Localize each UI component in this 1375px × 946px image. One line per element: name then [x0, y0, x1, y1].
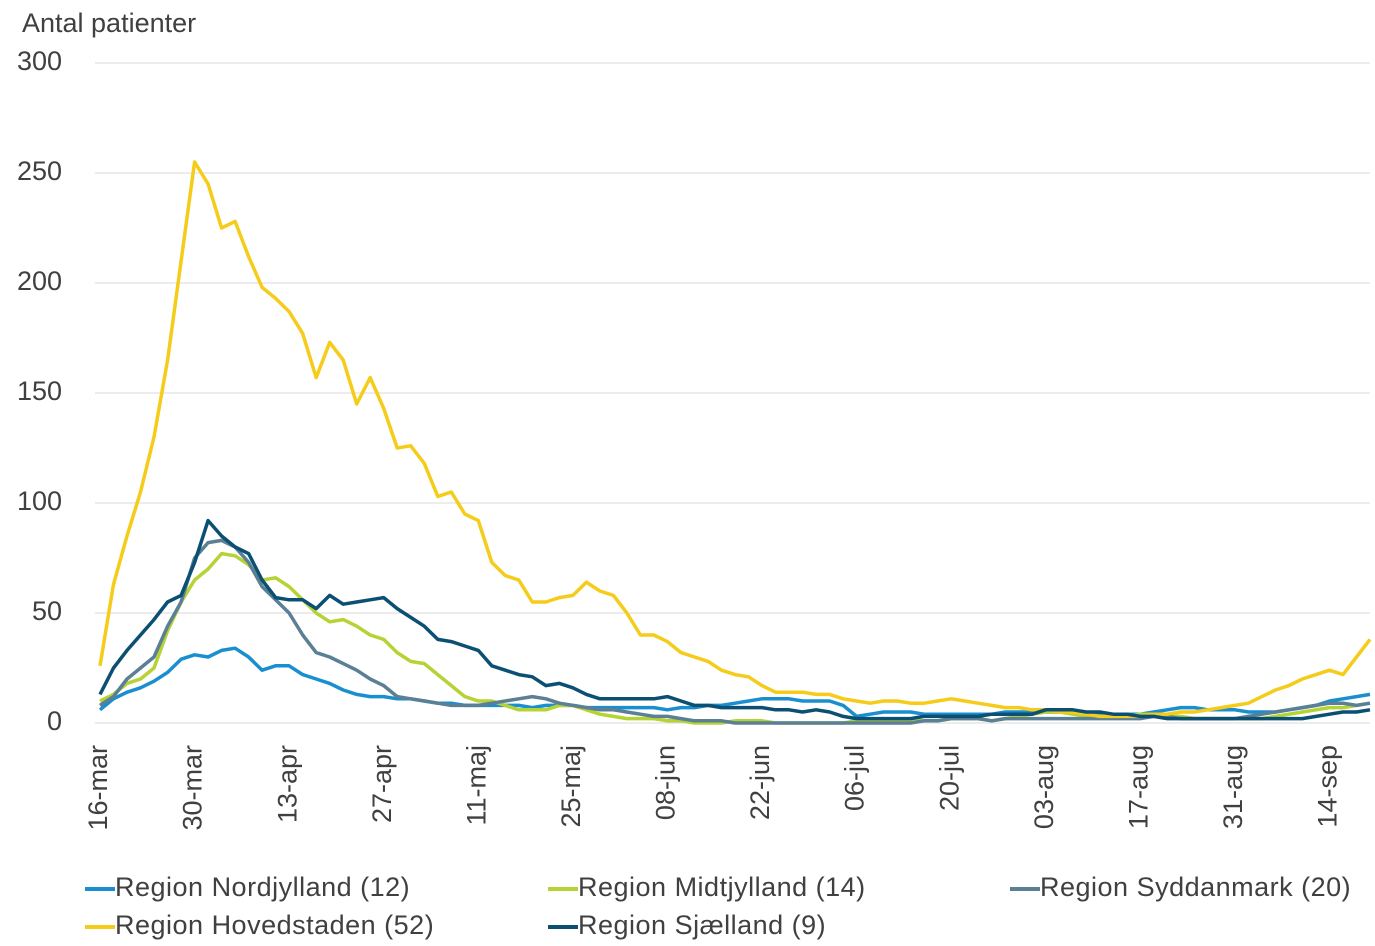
x-tick-label: 20-jul: [934, 745, 964, 811]
series-line: [99, 538, 1371, 725]
legend-label: Region Hovedstaden (52): [115, 910, 434, 940]
series-line: [98, 646, 1371, 719]
x-tick-label: 03-aug: [1029, 745, 1059, 829]
x-tick-label: 08-jun: [651, 745, 681, 820]
legend-label: Region Nordjylland (12): [115, 872, 410, 902]
legend-label: Region Midtjylland (14): [578, 872, 866, 902]
y-tick-label: 150: [17, 376, 62, 406]
series-line: [98, 160, 1372, 719]
y-tick-label: 250: [17, 156, 62, 186]
x-tick-label: 25-maj: [556, 745, 586, 828]
legend-label: Region Sjælland (9): [578, 910, 826, 940]
y-axis-title: Antal patienter: [22, 8, 196, 38]
x-tick-label: 31-aug: [1218, 745, 1248, 829]
y-tick-label: 200: [17, 266, 62, 296]
x-tick-label: 13-apr: [272, 745, 302, 823]
x-tick-label: 30-mar: [178, 745, 208, 831]
series-line: [98, 518, 1371, 721]
x-tick-label: 27-apr: [367, 745, 397, 823]
x-tick-label: 16-mar: [83, 745, 113, 831]
y-tick-label: 50: [32, 596, 62, 626]
y-tick-label: 0: [47, 706, 62, 736]
legend-label: Region Syddanmark (20): [1040, 872, 1351, 902]
x-tick-label: 06-jul: [840, 745, 870, 811]
y-tick-label: 300: [17, 46, 62, 76]
x-tick-label: 11-maj: [461, 745, 491, 826]
y-tick-label: 100: [17, 486, 62, 516]
x-tick-label: 17-aug: [1123, 745, 1153, 829]
x-tick-label: 14-sep: [1313, 745, 1343, 828]
series-line: [99, 551, 1371, 725]
x-tick-label: 22-jun: [745, 745, 775, 820]
